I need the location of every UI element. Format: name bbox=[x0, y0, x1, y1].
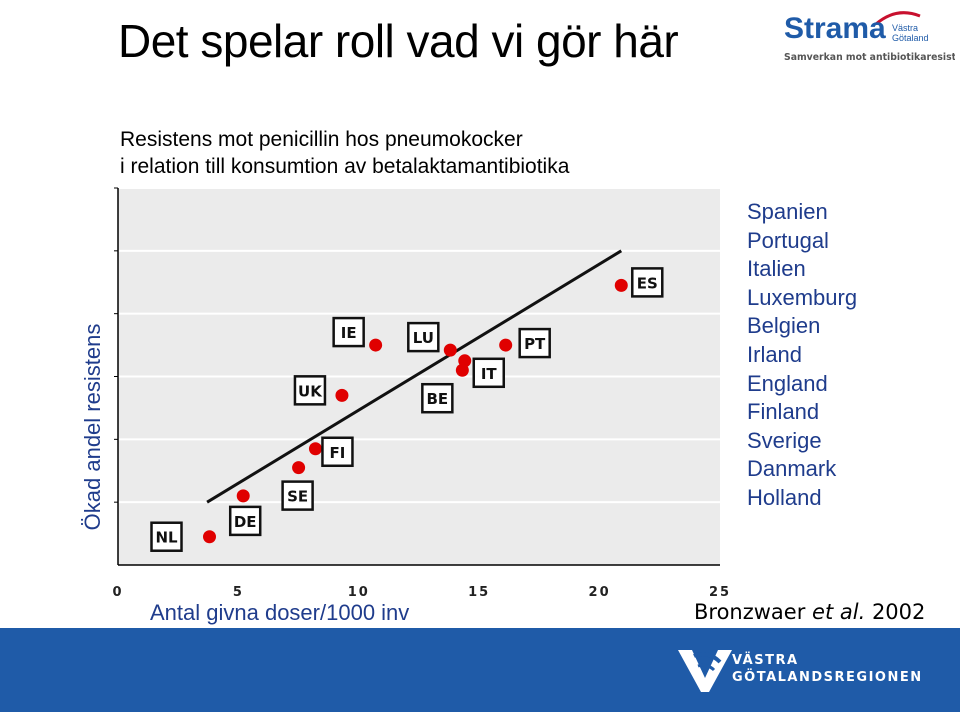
footer-bar: VÄSTRA GÖTALANDSREGIONEN bbox=[0, 628, 960, 712]
vastra-gotalandsregionen-logotext: VÄSTRA GÖTALANDSREGIONEN bbox=[732, 652, 923, 686]
x-tick-label: 10 bbox=[348, 585, 370, 600]
subtitle-line-1: Resistens mot penicillin hos pneumokocke… bbox=[120, 128, 523, 151]
point-label-fi: FI bbox=[330, 444, 346, 462]
data-point-se bbox=[292, 461, 306, 475]
y-axis-label: Ökad andel resistens bbox=[80, 323, 105, 531]
vastra-gotalandsregionen-emblem-icon bbox=[678, 650, 732, 692]
data-point-de bbox=[236, 489, 250, 503]
trend-line bbox=[206, 249, 623, 504]
point-label-box bbox=[472, 357, 506, 389]
strama-logo-swoosh bbox=[875, 11, 921, 26]
point-label-box bbox=[332, 316, 365, 348]
country-list-item: Luxemburg bbox=[747, 284, 858, 310]
point-label-box bbox=[421, 382, 454, 414]
country-list-item: Sverige bbox=[747, 427, 822, 453]
vg-logo-line-2: GÖTALANDSREGIONEN bbox=[732, 670, 923, 685]
country-list-item: Holland bbox=[747, 484, 822, 510]
citation: Bronzwaer et al. 2002 bbox=[694, 600, 925, 624]
data-point-fi bbox=[308, 442, 322, 456]
strama-logo-tagline: Samverkan mot antibiotikaresistens bbox=[784, 52, 955, 63]
citation-year: 2002 bbox=[865, 600, 926, 624]
country-list-item: Belgien bbox=[747, 313, 821, 339]
citation-authors: Bronzwaer bbox=[694, 600, 813, 624]
chart-subtitle: Resistens mot penicillin hos pneumokocke… bbox=[120, 126, 569, 180]
country-list-item: Spanien bbox=[747, 199, 828, 224]
country-list-item: Finland bbox=[747, 399, 820, 425]
point-label-box bbox=[518, 327, 551, 359]
strama-logo-region-line2: Götaland bbox=[892, 33, 929, 43]
point-label-box bbox=[281, 480, 314, 511]
point-label-ie: IE bbox=[341, 324, 357, 342]
country-list: Spanien Portugal Italien Luxemburg Belgien Ir… bbox=[747, 198, 857, 513]
point-label-box bbox=[631, 267, 664, 298]
subtitle-line-2: i relation till konsumtion av betalaktam… bbox=[120, 155, 570, 178]
country-list-item: Danmark bbox=[747, 456, 837, 482]
point-label-nl: NL bbox=[155, 529, 178, 547]
point-label-pt: PT bbox=[524, 335, 546, 353]
x-tick-label: 5 bbox=[233, 585, 244, 600]
point-label-lu: LU bbox=[413, 329, 434, 347]
point-label-it: IT bbox=[481, 365, 498, 383]
vg-logo-line-1: VÄSTRA bbox=[732, 653, 799, 668]
strama-logo: Strama Västra Götaland Samverkan mot ant… bbox=[784, 11, 955, 63]
point-label-es: ES bbox=[637, 274, 658, 292]
point-label-be: BE bbox=[427, 390, 449, 408]
data-point-es bbox=[614, 278, 628, 292]
point-label-box bbox=[407, 321, 440, 353]
x-tick-label: 15 bbox=[468, 585, 490, 600]
strama-logo-region-line1: Västra bbox=[892, 23, 918, 33]
point-label-box bbox=[293, 375, 327, 406]
data-point-nl bbox=[203, 530, 217, 544]
x-axis-label: Antal givna doser/1000 inv bbox=[150, 600, 410, 625]
point-label-box bbox=[150, 521, 183, 552]
point-label-uk: UK bbox=[298, 382, 323, 400]
country-list-item: Italien bbox=[747, 256, 806, 282]
point-label-se: SE bbox=[287, 488, 308, 506]
scatter-chart: 0 5 10 15 20 25 NL DE SE FI UK IE LU BE IT PT ES bbox=[112, 187, 731, 600]
point-label-box bbox=[228, 505, 262, 537]
data-point-lu bbox=[443, 343, 457, 357]
country-list-item: England bbox=[747, 370, 828, 396]
citation-etal: et al. bbox=[812, 600, 866, 624]
strama-logo-brand: Strama bbox=[784, 12, 886, 45]
data-point-it bbox=[458, 354, 472, 368]
x-tick-label: 20 bbox=[589, 585, 611, 600]
point-label-de: DE bbox=[234, 513, 257, 531]
country-list-item: Portugal bbox=[747, 227, 829, 253]
point-label-box bbox=[321, 436, 354, 468]
data-point-uk bbox=[335, 388, 349, 402]
country-list-item: Irland bbox=[747, 341, 803, 367]
data-point-pt bbox=[499, 338, 513, 352]
data-point-ie bbox=[369, 338, 383, 352]
slide-title: Det spelar roll vad vi gör här bbox=[118, 15, 679, 67]
x-tick-label: 25 bbox=[709, 585, 731, 600]
x-tick-label: 0 bbox=[112, 585, 123, 600]
